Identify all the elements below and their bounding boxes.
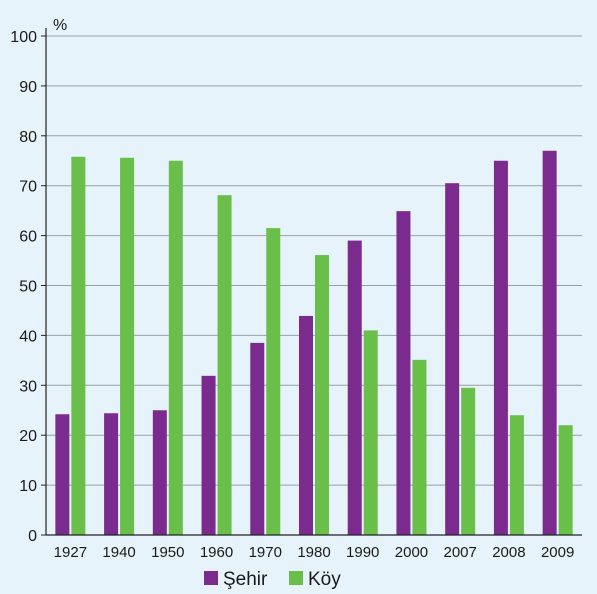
bar-koy [168,160,183,535]
y-tick-label: 80 [19,129,37,146]
x-tick-label: 2007 [443,544,476,561]
x-tick-label: 1940 [102,544,135,561]
y-tick-label: 10 [19,478,37,495]
y-tick-label: 60 [19,229,37,246]
bar-sehir [152,410,167,535]
y-tick-labels: 0 10 20 30 40 50 60 70 80 90 100 [10,29,37,545]
y-tick-label: 40 [19,328,37,345]
bar-sehir [55,414,70,535]
bar-sehir [104,413,119,535]
x-tick-label: 1980 [297,544,330,561]
legend-label: Köy [308,569,341,590]
x-tick-label: 1990 [346,544,379,561]
bar-koy [509,415,524,535]
x-tick-label: 1970 [249,544,282,561]
bar-koy [217,195,232,535]
y-tick-label: 90 [19,79,37,96]
bar-sehir [299,315,313,535]
y-tick-label: 50 [19,279,37,296]
bar-koy [315,255,329,535]
grid-lines [41,35,582,536]
y-tick-label: 0 [28,528,37,545]
x-tick-label: 2000 [395,544,428,561]
bar-sehir [542,150,557,535]
bar-sehir [250,342,265,535]
bar-sehir [493,160,508,535]
legend-swatch [204,571,218,585]
bar-koy [363,330,378,535]
bar-koy [120,157,135,536]
axes [45,28,582,536]
bar-koy [412,359,427,535]
bar-koy [558,425,573,535]
x-tick-label: 2009 [541,544,574,561]
bar-sehir [396,211,411,536]
bar-koy [71,156,86,535]
legend: Şehir Köy [204,569,341,590]
bar-sehir [445,183,460,535]
bars [55,150,573,536]
bar-koy [266,228,281,536]
x-tick-label: 2008 [492,544,525,561]
x-tick-labels: 1927 1940 1950 1960 1970 1980 1990 2000 2007 2008… [54,544,575,561]
x-tick-label: 1960 [200,544,233,561]
bar-koy [461,387,476,535]
x-tick-label: 1950 [151,544,184,561]
y-tick-label: 30 [19,378,37,395]
y-unit-label: % [53,17,67,34]
x-tick-label: 1927 [54,544,87,561]
legend-label: Şehir [223,569,268,590]
y-tick-label: 20 [19,428,37,445]
bar-sehir [201,375,216,535]
y-tick-label: 100 [10,29,37,46]
y-tick-label: 70 [19,179,37,196]
legend-swatch [289,571,303,585]
bar-sehir [347,240,362,535]
